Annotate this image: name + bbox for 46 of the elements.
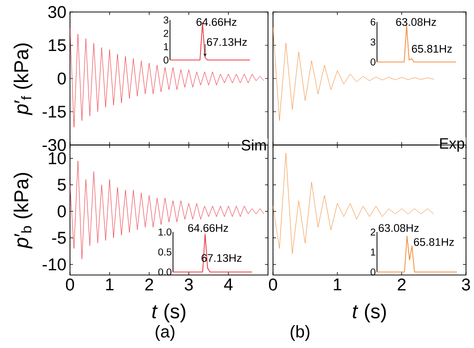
x-tick-label: 1 (334, 278, 342, 290)
x-tick-label: 1 (106, 278, 114, 290)
y-axis-title: p′$_{f}$ (kPa) (14, 43, 32, 116)
annotation: 67.13Hz (206, 38, 247, 46)
annotation: 63.08Hz (378, 224, 419, 232)
y-tick-label: 0 (58, 72, 66, 85)
y-tick-label: 0 (370, 58, 376, 66)
y-tick-label: 3 (164, 16, 168, 24)
y-tick-label: -5 (52, 232, 66, 244)
annotation: 64.66Hz (188, 224, 228, 232)
y-tick-label: 0 (164, 56, 168, 64)
annotation: 65.81Hz (414, 238, 454, 246)
y-tick-label: 0.5 (158, 248, 172, 256)
y-tick-label: 1 (164, 43, 168, 50)
x-axis-title: t (s) (152, 304, 186, 322)
y-tick-label: -10 (42, 258, 66, 270)
y-tick-label: 0 (58, 205, 66, 218)
y-tick-label: 0 (370, 268, 376, 276)
x-tick-label: 0 (66, 278, 74, 291)
x-tick-label: 2 (145, 278, 154, 290)
y-tick-label: 1.0 (158, 228, 172, 236)
x-tick-label: 3 (184, 278, 193, 291)
y-tick-label: 15 (48, 39, 66, 52)
y-tick-label: 0.0 (158, 268, 172, 276)
x-tick-label: 0 (268, 278, 278, 291)
x-tick-label: 2 (398, 278, 406, 290)
annotation: 65.81Hz (412, 44, 452, 53)
x-axis-title: t (s) (352, 304, 386, 322)
y-axis-title: p′$_{b}$ (kPa) (14, 172, 32, 249)
text: (b) (290, 325, 310, 341)
y-tick-label: 1 (371, 248, 376, 256)
y-tick-label: 10 (48, 152, 66, 164)
y-tick-label: 30 (48, 6, 66, 18)
y-tick-label: 6 (370, 18, 376, 26)
annotation: 63.08Hz (396, 18, 436, 26)
y-tick-label: 2 (370, 228, 376, 236)
line-series (70, 27, 264, 128)
text: (a) (156, 325, 174, 341)
y-tick-label: -30 (42, 138, 66, 152)
x-tick-label: 3 (462, 278, 470, 291)
y-tick-label: -15 (42, 106, 66, 118)
y-tick-label: 5 (58, 178, 66, 191)
y-tick-label: 2 (164, 30, 168, 37)
x-tick-label: 4 (224, 278, 233, 290)
y-tick-label: 3 (370, 38, 376, 46)
annotation: 64.66Hz (196, 18, 236, 26)
